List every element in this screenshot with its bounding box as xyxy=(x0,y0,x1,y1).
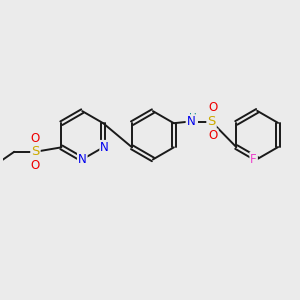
Text: O: O xyxy=(31,158,40,172)
Text: S: S xyxy=(207,115,216,128)
Text: N: N xyxy=(100,141,109,154)
Text: N: N xyxy=(187,115,195,128)
Text: O: O xyxy=(31,132,40,145)
Text: O: O xyxy=(208,101,217,114)
Text: F: F xyxy=(250,153,257,166)
Text: N: N xyxy=(78,153,87,166)
Text: O: O xyxy=(208,129,217,142)
Text: H: H xyxy=(189,113,197,123)
Text: S: S xyxy=(31,145,40,158)
